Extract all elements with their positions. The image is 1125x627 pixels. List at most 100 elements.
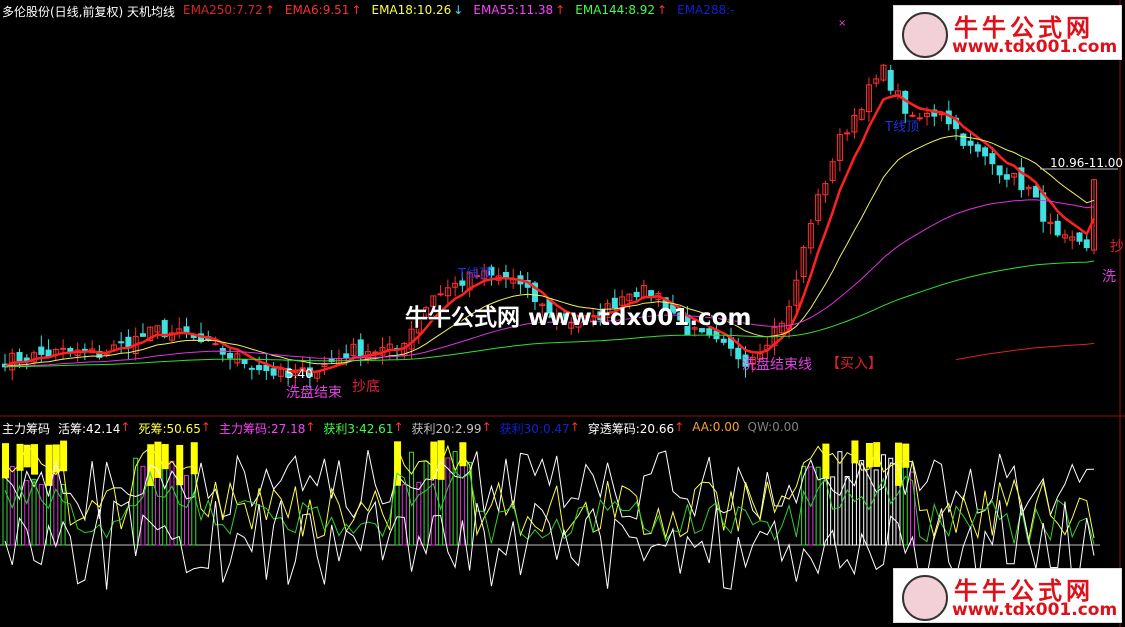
indicator-item: 获利30:0.47 (499, 422, 570, 436)
candle-body (844, 132, 851, 135)
candle-body (459, 280, 466, 286)
top-label: T线顶 (458, 267, 492, 282)
watermark-url: www.tdx001.com (952, 600, 1118, 620)
wash-end-line-label: 洗盘结束线 (742, 357, 812, 373)
buy-label: 【买入】 (826, 356, 882, 372)
candle-body (263, 364, 270, 372)
candle-body (531, 282, 538, 303)
dead-chip-block (873, 442, 881, 467)
chip-bar (808, 466, 814, 546)
candle-body (1061, 234, 1068, 239)
wash-short-label: 洗 (1102, 269, 1116, 285)
bottom-short-label: 抄 (1110, 239, 1124, 255)
arrow-up-icon: ↑ (351, 3, 362, 17)
chip-bar (445, 457, 451, 546)
chip-bar (467, 461, 473, 546)
ema18-line (4, 135, 1095, 368)
candle-body (488, 266, 495, 276)
candle-body (662, 297, 669, 310)
dead-chip-block (31, 444, 39, 475)
candle-body (139, 333, 146, 337)
chip-bar (423, 460, 429, 546)
candle-body (996, 165, 1003, 176)
indicator-line-w (4, 449, 1095, 522)
candle-body (851, 114, 858, 133)
chip-bar (140, 465, 146, 546)
arrow-up-icon: ↑ (264, 3, 275, 17)
candle-body (735, 347, 742, 360)
indicator-line-g (4, 470, 1095, 545)
indicator-item: 活筹:42.14 (58, 422, 121, 436)
candle-body (473, 275, 480, 278)
candle-body (858, 109, 865, 120)
main-chart-header: 多伦股份(日线,前复权) 天机均线 EMA250:7.72 ↑ EMA6:9.51 ↑… (2, 3, 735, 20)
candle-body (154, 325, 161, 333)
candle-body (67, 348, 74, 353)
candle-body (45, 349, 52, 357)
dead-chip-block (865, 442, 873, 468)
ema55-line (4, 199, 1095, 368)
candle-body (1047, 221, 1054, 224)
candle-body (234, 353, 241, 364)
candle-body (611, 297, 618, 309)
watermark-logo-bottom: 牛牛公式网 www.tdx001.com (893, 568, 1122, 623)
candle-body (1032, 186, 1039, 198)
header-item: EMA144:8.92 (575, 3, 656, 17)
chip-bar (873, 469, 879, 546)
dead-chip-block (45, 444, 53, 486)
candle-body (1011, 173, 1018, 178)
candle-body (372, 351, 379, 354)
candle-body (96, 350, 103, 358)
arrow-up-icon: ↑ (305, 420, 316, 434)
candle-body (836, 134, 843, 161)
chip-bar (801, 465, 807, 546)
dead-chip-block (154, 441, 162, 478)
chart-title: 多伦股份(日线,前复权) 天机均线 (2, 5, 175, 19)
chip-bar (830, 476, 836, 546)
dead-chip-block (161, 444, 169, 470)
chip-bar (851, 461, 857, 546)
dead-chip-block (430, 441, 438, 480)
bottom-buy-label: 抄底 (352, 379, 380, 395)
watermark-logo-top: 牛牛公式网 www.tdx001.com (893, 5, 1122, 60)
candle-body (256, 365, 263, 371)
candle-body (960, 133, 967, 146)
ema144-line (4, 260, 1095, 368)
candle-body (619, 296, 626, 306)
candle-body (720, 338, 727, 343)
candle-body (742, 354, 749, 367)
candle-body (691, 327, 698, 330)
chip-bar (394, 480, 400, 546)
candle-body (227, 353, 234, 359)
candle-body (321, 364, 328, 368)
candle-body (974, 144, 981, 152)
candle-body (1076, 232, 1083, 242)
candle-body (880, 64, 887, 81)
dead-chip-block (394, 441, 402, 486)
cow-logo-icon (902, 575, 948, 621)
candle-body (749, 356, 756, 365)
candle-body (568, 322, 575, 329)
candle-body (626, 293, 633, 302)
chip-bar (17, 459, 23, 546)
dead-chip-block (2, 443, 9, 479)
watermark-site: 牛牛公式网 (954, 14, 1094, 42)
candle-body (822, 183, 829, 196)
marker-x: × (838, 18, 846, 29)
candle-body (916, 117, 923, 120)
candle-body (168, 332, 175, 341)
candle-body (865, 84, 872, 113)
candle-body (561, 313, 568, 324)
candle-body (161, 320, 168, 338)
candle-body (778, 322, 785, 334)
indicator-item: 穿透筹码:20.66 (587, 422, 675, 436)
wash-end-label: 洗盘结束 (286, 385, 342, 401)
candle-body (452, 282, 459, 288)
dead-chip-block (851, 440, 859, 464)
chip-bar (910, 471, 915, 546)
arrow-up-icon: ↑ (120, 420, 131, 434)
chip-bar (9, 466, 15, 546)
chip-bar (815, 466, 821, 546)
candle-body (328, 358, 335, 362)
